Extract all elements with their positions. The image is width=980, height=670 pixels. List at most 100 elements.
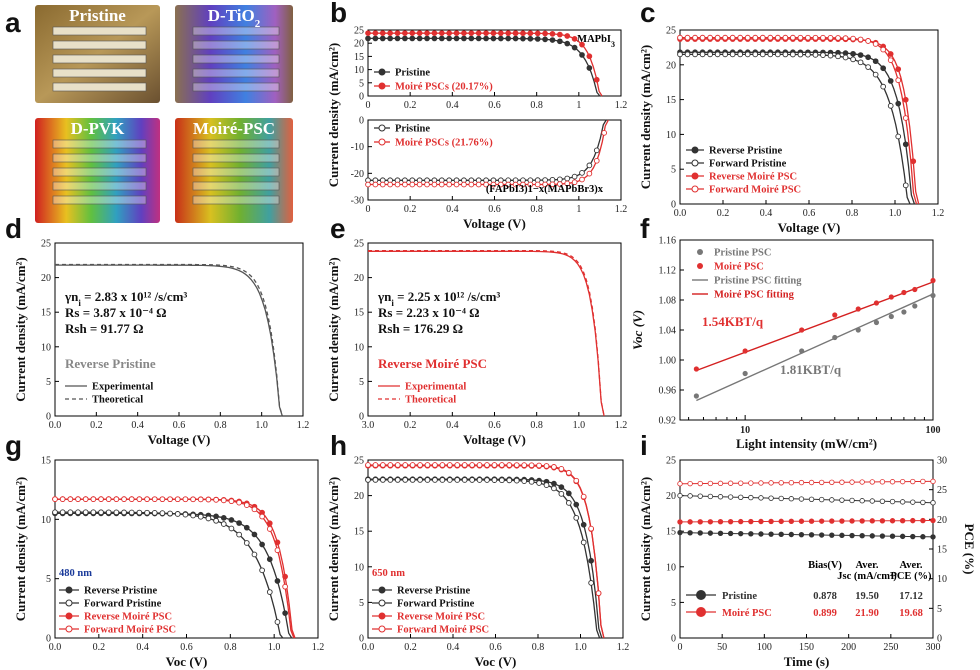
data-point xyxy=(266,589,273,595)
data-point xyxy=(742,348,748,354)
data-point xyxy=(920,499,926,506)
y2-tick-label: 0 xyxy=(937,634,942,645)
data-point xyxy=(432,462,438,468)
data-point xyxy=(782,34,789,41)
data-point xyxy=(799,348,805,354)
fit-parameter: Rsh = 91.77 Ω xyxy=(65,321,144,336)
data-point xyxy=(416,35,423,42)
data-point xyxy=(684,51,691,58)
table-header: Aver. xyxy=(899,560,922,571)
legend-marker xyxy=(65,612,73,620)
data-point xyxy=(808,479,815,486)
data-point xyxy=(521,462,528,468)
data-point xyxy=(835,53,841,60)
y-tick-label: 10 xyxy=(354,342,364,353)
x-tick-label: 100 xyxy=(757,642,772,653)
data-point xyxy=(738,494,744,501)
legend-entry: Pristine PSC fitting xyxy=(714,276,802,287)
data-point xyxy=(461,30,467,37)
data-point xyxy=(259,541,265,548)
data-point xyxy=(839,518,845,524)
data-point xyxy=(818,518,825,524)
data-point xyxy=(424,181,430,188)
data-point xyxy=(687,530,693,536)
data-point xyxy=(499,477,505,484)
table-cell: 21.90 xyxy=(855,608,879,619)
legend-entry: Moiré PSC fitting xyxy=(714,290,795,301)
legend-entry: Pristine xyxy=(395,124,430,135)
y-tick-label: 15 xyxy=(41,456,51,467)
x-tick-label: 0.4 xyxy=(446,420,459,431)
data-point xyxy=(738,480,744,486)
data-point xyxy=(243,524,250,531)
data-point xyxy=(798,479,805,486)
data-point xyxy=(588,557,594,564)
data-point xyxy=(274,578,281,584)
data-point xyxy=(402,30,408,37)
data-point xyxy=(748,531,754,537)
wavelength-tag: 480 nm xyxy=(59,568,92,579)
data-point xyxy=(167,510,173,517)
electrode-strip xyxy=(52,68,147,78)
data-point xyxy=(144,509,150,516)
y-tick-label: -10 xyxy=(351,142,364,153)
data-point xyxy=(586,65,593,71)
data-point xyxy=(468,30,475,37)
data-point xyxy=(394,30,401,37)
data-point xyxy=(714,51,721,58)
data-point xyxy=(722,51,729,58)
legend-entry: Forward Pristine xyxy=(709,159,787,170)
data-point xyxy=(372,462,379,468)
x-tick-label: 0 xyxy=(366,100,371,111)
x-tick-label: 0.6 xyxy=(180,642,193,653)
x-tick-label: 0.0 xyxy=(674,208,687,219)
data-point xyxy=(677,481,683,487)
data-point xyxy=(505,35,512,42)
data-point xyxy=(586,162,593,169)
data-point xyxy=(453,35,460,42)
data-point xyxy=(910,533,916,540)
data-point xyxy=(469,462,475,468)
data-point xyxy=(879,533,886,539)
series-line xyxy=(368,250,605,417)
panel-label-d: d xyxy=(5,213,22,244)
electrode-strip xyxy=(52,139,147,149)
data-point xyxy=(788,479,795,486)
y-tick-label: 5 xyxy=(359,377,364,388)
data-point xyxy=(424,462,431,468)
legend-entry: Reverse Moiré PSC xyxy=(397,612,485,623)
electrode-strip xyxy=(192,153,280,163)
panel-labels: a b c d e f g h i xyxy=(5,0,656,461)
data-point xyxy=(774,51,781,58)
data-point xyxy=(707,519,714,525)
data-point xyxy=(565,490,572,497)
data-point xyxy=(416,181,423,188)
electrode-strip xyxy=(192,54,280,64)
data-point xyxy=(930,534,936,540)
data-point xyxy=(402,477,409,483)
data-point xyxy=(151,510,158,516)
data-point xyxy=(842,35,849,42)
data-point xyxy=(461,477,468,483)
data-point xyxy=(512,181,519,188)
data-point xyxy=(873,300,880,306)
data-point xyxy=(912,303,918,309)
data-point xyxy=(788,496,795,502)
data-point xyxy=(228,498,235,505)
data-point xyxy=(558,491,565,497)
data-point xyxy=(930,277,936,284)
data-point xyxy=(446,477,453,483)
data-point xyxy=(887,57,894,64)
data-point xyxy=(677,51,683,58)
x-tick-label: 0.2 xyxy=(404,642,417,653)
x-axis-label: Voc (V) xyxy=(166,654,208,669)
data-point xyxy=(431,30,438,37)
y2-tick-label: 5 xyxy=(937,604,942,615)
data-point xyxy=(564,175,571,182)
data-point xyxy=(744,51,751,58)
electrode-strip xyxy=(192,82,280,92)
data-point xyxy=(697,530,703,536)
data-point xyxy=(461,462,468,468)
legend-marker xyxy=(691,146,699,154)
data-point xyxy=(105,496,112,503)
